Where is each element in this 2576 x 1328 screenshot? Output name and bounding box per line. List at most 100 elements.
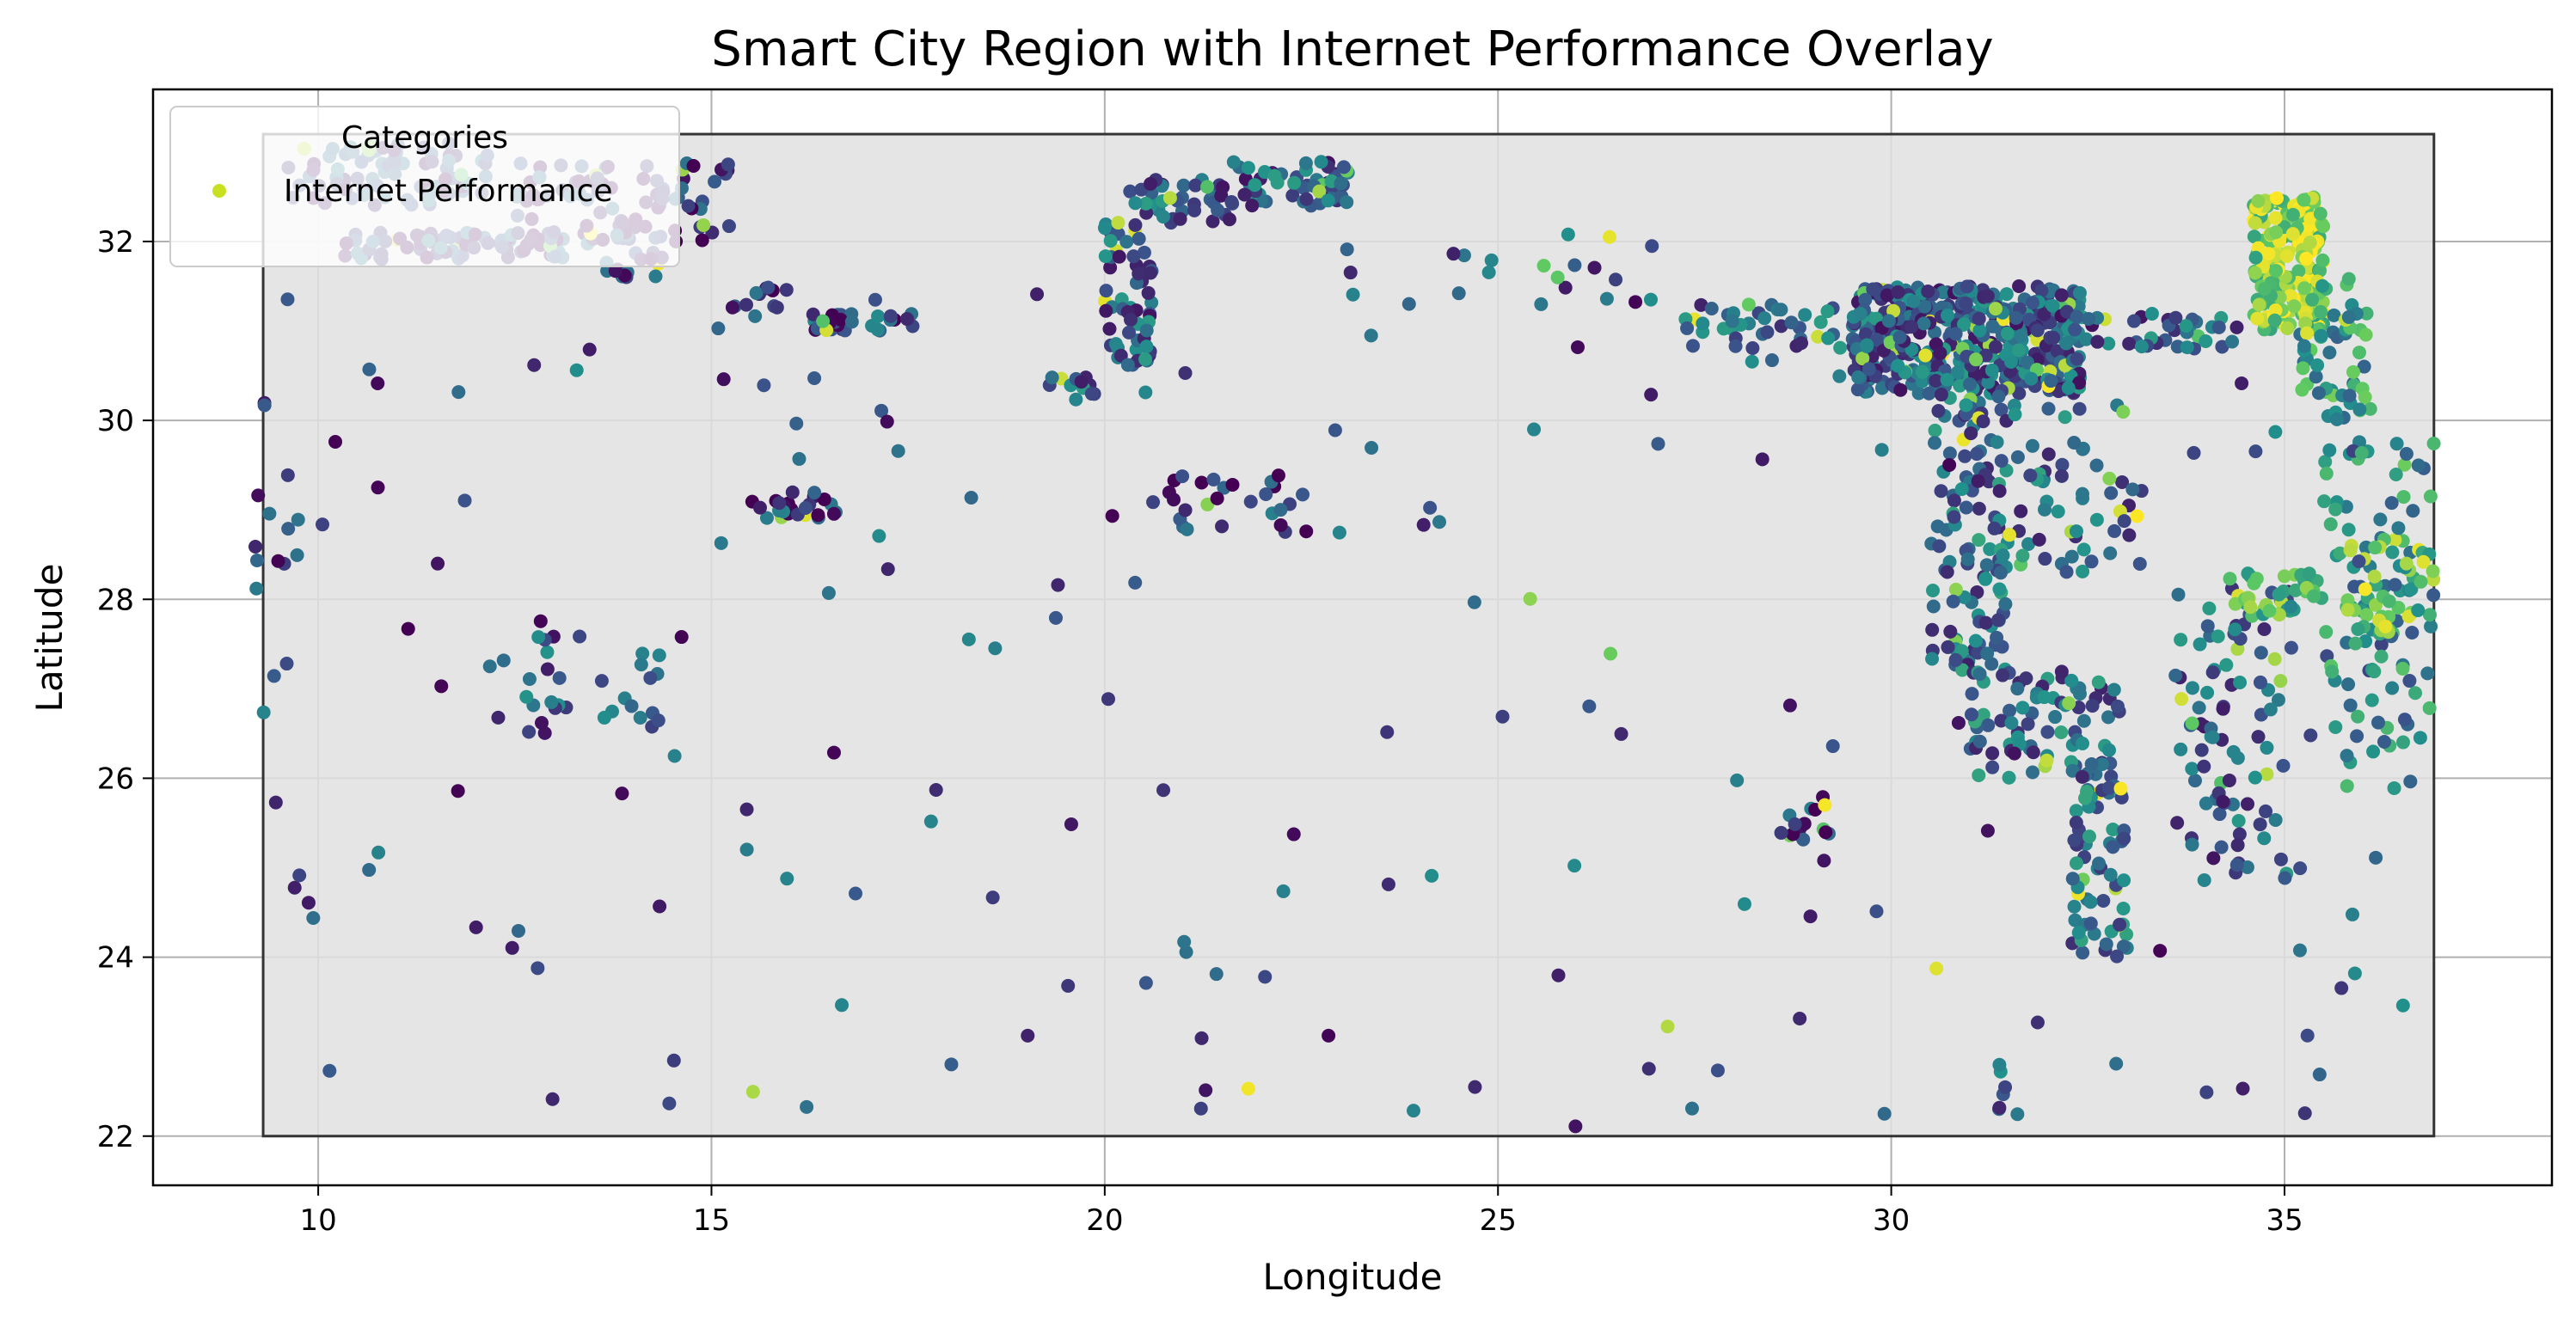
data-point (759, 511, 774, 525)
data-point (2295, 382, 2309, 397)
data-point (2268, 425, 2283, 439)
data-point (1880, 288, 1894, 303)
data-point (1874, 443, 1889, 457)
data-point (2292, 943, 2307, 958)
data-point (1123, 184, 1138, 199)
data-point (1273, 503, 1288, 517)
data-point (1704, 302, 1719, 316)
data-point (1992, 1100, 2007, 1115)
data-point (1298, 156, 1313, 170)
data-point (573, 629, 587, 644)
data-point (2351, 621, 2365, 636)
data-point (2015, 548, 2030, 563)
data-point (1917, 316, 1931, 331)
data-point (2253, 675, 2267, 689)
data-point (1972, 667, 1987, 682)
data-point (1943, 624, 1958, 639)
data-point (1987, 521, 2002, 535)
data-point (2076, 946, 2090, 960)
data-point (2279, 248, 2294, 263)
data-point (2397, 713, 2412, 727)
data-point (874, 403, 889, 418)
data-point (695, 233, 709, 248)
data-point (2106, 822, 2120, 836)
data-point (2399, 447, 2413, 462)
data-point (1922, 386, 1936, 401)
data-point (540, 645, 555, 659)
data-point (2367, 664, 2382, 679)
data-point (2200, 619, 2215, 633)
data-point (2076, 737, 2090, 751)
data-point (2040, 725, 2055, 739)
data-point (1030, 287, 1045, 302)
data-point (1243, 494, 1258, 509)
data-point (2071, 926, 2086, 940)
data-point (552, 670, 567, 685)
data-point (2064, 549, 2079, 564)
data-point (2020, 355, 2034, 370)
data-point (306, 910, 321, 925)
data-point (2252, 297, 2266, 312)
data-point (2296, 361, 2310, 376)
data-point (1299, 192, 1314, 206)
data-point (2084, 756, 2099, 771)
data-point (1567, 859, 1582, 873)
data-point (1167, 493, 1181, 507)
data-point (1996, 668, 2010, 682)
data-point (844, 315, 859, 329)
data-point (2187, 774, 2202, 788)
data-point (257, 398, 272, 413)
data-point (1972, 323, 1987, 338)
data-point (2270, 191, 2285, 205)
data-point (496, 653, 511, 668)
data-point (1891, 285, 1905, 299)
data-point (2260, 740, 2274, 755)
data-point (1332, 525, 1346, 540)
data-point (519, 689, 534, 704)
data-point (1947, 510, 1961, 524)
data-point (2276, 758, 2291, 773)
data-point (816, 314, 831, 328)
data-point (2253, 817, 2267, 832)
data-point (2025, 438, 2039, 453)
data-point (1587, 260, 1602, 275)
data-point (1813, 315, 1828, 329)
data-point (2202, 601, 2217, 615)
data-point (256, 705, 271, 719)
data-point (1126, 249, 1141, 264)
data-point (1045, 370, 1059, 385)
data-point (2185, 681, 2199, 695)
data-point (2179, 319, 2193, 334)
data-point (2197, 872, 2211, 887)
data-point (2399, 556, 2413, 571)
data-point (1102, 321, 1117, 336)
data-point (1710, 1063, 1725, 1078)
data-point (2309, 370, 2323, 384)
data-point (1877, 1106, 1892, 1121)
data-point (1893, 382, 1908, 397)
data-point (1558, 280, 1573, 295)
data-point (1224, 195, 1239, 210)
data-point (2001, 327, 2015, 341)
data-point (1146, 495, 1161, 510)
data-point (1994, 402, 2009, 417)
data-point (2334, 981, 2349, 995)
data-point (1970, 447, 1984, 462)
data-point (2206, 851, 2221, 866)
data-point (714, 535, 728, 550)
data-point (1536, 259, 1551, 273)
data-point (1267, 168, 1282, 183)
data-point (2358, 582, 2372, 597)
data-point (2384, 496, 2399, 511)
data-point (2014, 328, 2028, 343)
data-point (1187, 203, 1202, 217)
data-point (634, 658, 648, 672)
data-point (1098, 249, 1113, 264)
data-point (1206, 472, 1221, 487)
data-point (1741, 297, 1756, 312)
data-point (1188, 178, 1203, 193)
data-point (362, 362, 377, 376)
data-point (2373, 512, 2388, 527)
data-point (2350, 729, 2364, 744)
